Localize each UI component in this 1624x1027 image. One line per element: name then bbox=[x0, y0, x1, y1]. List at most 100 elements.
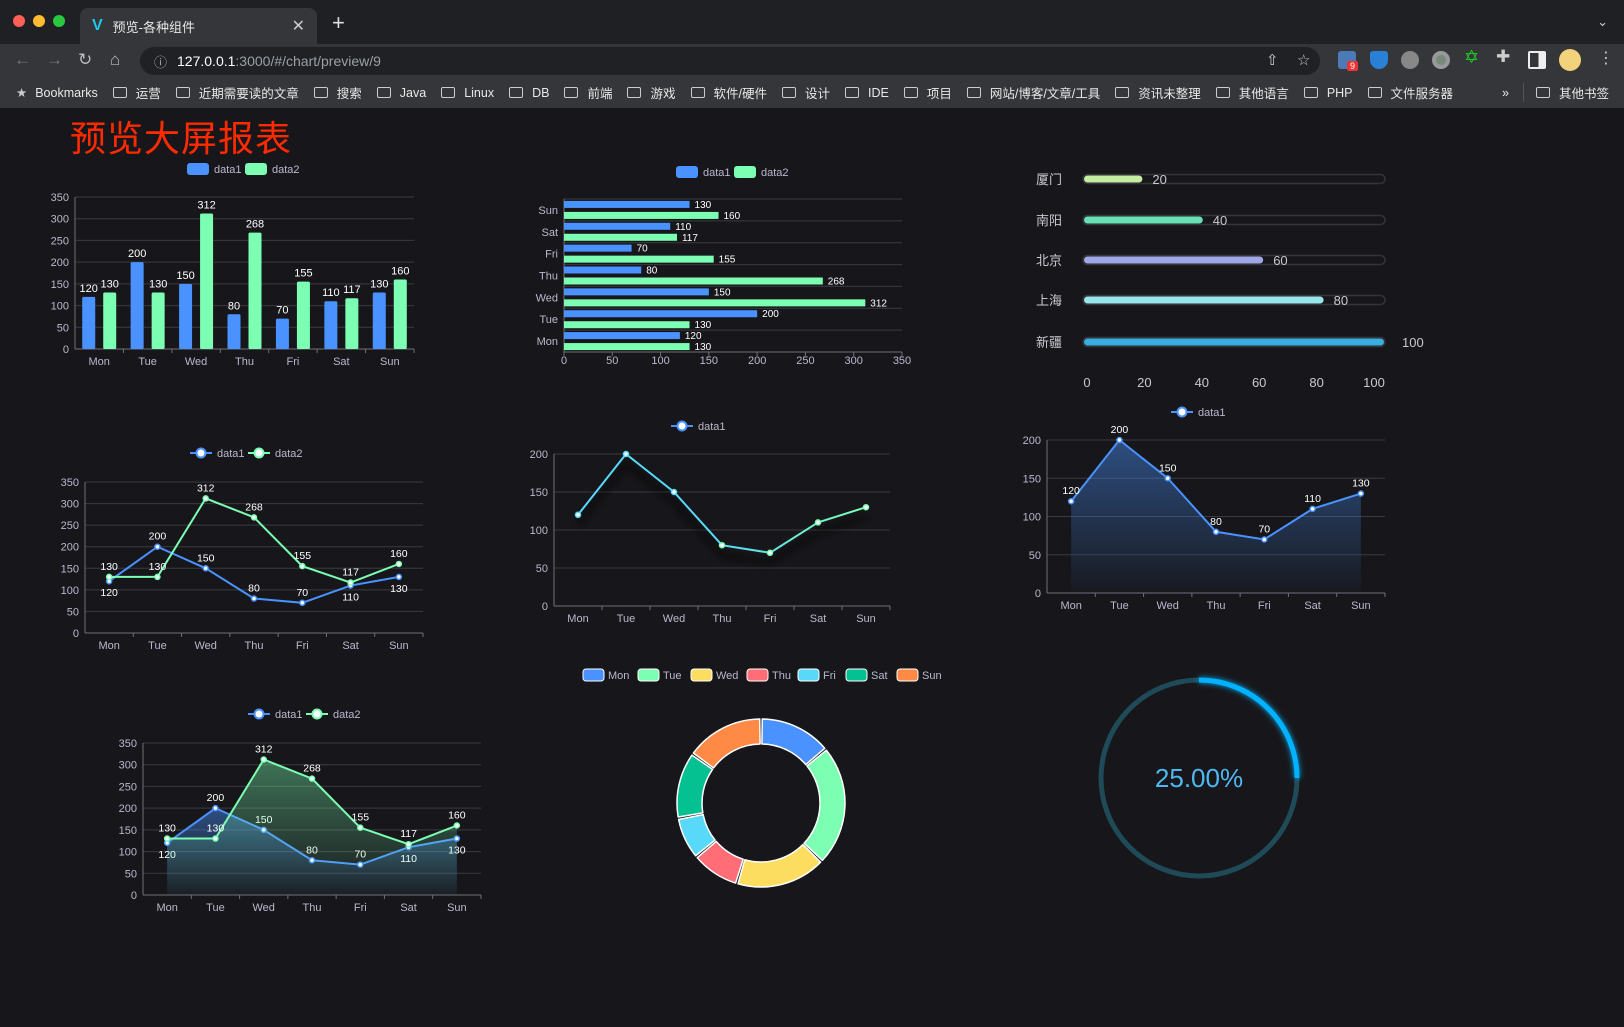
bookmark-folder[interactable]: 搜索 bbox=[313, 83, 362, 102]
minimize-window-button[interactable] bbox=[33, 15, 45, 27]
legend-marker-icon bbox=[311, 708, 323, 720]
other-bookmarks-label: 其他书签 bbox=[1558, 87, 1609, 101]
folder-icon bbox=[845, 87, 859, 98]
reload-button[interactable]: ↻ bbox=[78, 50, 93, 69]
point-value-label: 150 bbox=[197, 552, 215, 564]
bookmark-folder[interactable]: 其他语言 bbox=[1215, 83, 1289, 102]
new-tab-button[interactable]: + bbox=[332, 10, 345, 35]
y-tick-label: 350 bbox=[51, 192, 69, 204]
side-panel-icon[interactable] bbox=[1528, 51, 1546, 69]
browser-menu-icon[interactable]: ⋮ bbox=[1598, 50, 1614, 67]
close-tab-icon[interactable]: ✕ bbox=[291, 18, 305, 35]
bookmark-folder-label: Java bbox=[399, 85, 427, 100]
y-tick-label: 100 bbox=[1023, 512, 1041, 524]
x-tick-label: Sun bbox=[1351, 600, 1371, 612]
y-tick-label: 0 bbox=[131, 890, 137, 902]
bookmark-folder[interactable]: 资讯未整理 bbox=[1115, 83, 1201, 102]
area-fill bbox=[1071, 440, 1361, 593]
bar bbox=[564, 310, 758, 318]
bookmark-folder[interactable]: 网站/博客/文章/工具 bbox=[966, 83, 1100, 102]
bar-value-label: 130 bbox=[101, 279, 119, 291]
bookmark-star-icon[interactable]: ☆ bbox=[1297, 52, 1311, 69]
x-tick-label: 250 bbox=[796, 355, 814, 367]
more-bookmarks-button[interactable]: » bbox=[1502, 85, 1509, 100]
legend-swatch-icon bbox=[734, 166, 756, 178]
legend-swatch-icon bbox=[690, 668, 713, 682]
bookmark-folder[interactable]: 设计 bbox=[781, 83, 830, 102]
data-point bbox=[1261, 536, 1268, 543]
city-label: 新疆 bbox=[1036, 335, 1062, 350]
maximize-window-button[interactable] bbox=[53, 15, 65, 27]
x-tick-label: Fri bbox=[1258, 600, 1271, 612]
bookmark-folder[interactable]: 前端 bbox=[564, 83, 612, 102]
bookmark-folder[interactable]: Linux bbox=[441, 83, 494, 102]
bar-chart: data1 data2 0 50 100 150 200 250 300 350 Mon Tue Wed… bbox=[51, 163, 415, 368]
bar bbox=[151, 292, 165, 349]
bookmark-folder-label: 运营 bbox=[135, 87, 161, 101]
progress-fill bbox=[1084, 338, 1384, 346]
x-tick-label: Fri bbox=[287, 356, 300, 368]
y-tick-label: 50 bbox=[536, 563, 548, 575]
bar bbox=[564, 343, 690, 351]
legend-item-Sun: Sun bbox=[896, 668, 942, 682]
gem-extension-icon[interactable] bbox=[1370, 51, 1388, 69]
bookmark-folder[interactable]: Java bbox=[376, 83, 427, 102]
home-button[interactable]: ⌂ bbox=[110, 50, 121, 69]
bookmark-folder[interactable]: 游戏 bbox=[627, 83, 676, 102]
legend-marker-icon bbox=[676, 420, 688, 432]
legend-marker-icon bbox=[195, 447, 207, 459]
legend-swatch-icon bbox=[746, 668, 769, 682]
point-value-label: 80 bbox=[248, 582, 260, 594]
profile-avatar[interactable] bbox=[1559, 49, 1581, 71]
folder-icon bbox=[1367, 87, 1382, 98]
x-tick-label: 80 bbox=[1309, 375, 1323, 390]
site-info-icon[interactable]: ⓘ bbox=[154, 54, 168, 70]
bookmark-folder[interactable]: IDE bbox=[845, 83, 889, 102]
x-tick-label: 150 bbox=[700, 355, 718, 367]
bookmark-folder[interactable]: 项目 bbox=[903, 83, 952, 102]
donut-chart: Mon Tue Wed Thu Fri Sat Sun bbox=[582, 668, 942, 888]
back-button[interactable]: ← bbox=[14, 50, 31, 69]
point-value-label: 268 bbox=[245, 501, 263, 513]
point-value-label: 130 bbox=[100, 561, 118, 573]
extensions-puzzle-icon[interactable]: ✚ bbox=[1496, 47, 1511, 66]
circle-extension-icon[interactable] bbox=[1432, 51, 1450, 69]
bar-value-label: 130 bbox=[695, 200, 712, 211]
tab-search-chevron-icon[interactable]: ⌄ bbox=[1597, 14, 1608, 29]
folder-icon bbox=[1303, 87, 1318, 98]
y-tick-label: 150 bbox=[119, 825, 137, 837]
forward-button[interactable]: → bbox=[46, 50, 63, 69]
page-title: 预览大屏报表 bbox=[70, 118, 293, 159]
browser-tab[interactable]: V 预览-各种组件 ✕ bbox=[80, 8, 317, 44]
data-point bbox=[163, 835, 171, 842]
bookmark-folder[interactable]: 运营 bbox=[112, 83, 161, 102]
bookmark-folder[interactable]: PHP bbox=[1303, 83, 1353, 102]
star-extension-icon[interactable]: ✡ bbox=[1464, 47, 1480, 67]
gradient-line-chart: data1 0 50 100 150 200 Mon Tue Wed Thu Fri Sat Sun bbox=[530, 420, 891, 625]
donut-slice bbox=[677, 813, 716, 857]
x-tick-label: Tue bbox=[138, 356, 157, 368]
bookmark-folder[interactable]: 近期需要读的文章 bbox=[175, 83, 299, 102]
other-bookmarks-folder[interactable]: 其他书签 bbox=[1522, 83, 1609, 102]
command-extension-icon[interactable] bbox=[1401, 51, 1419, 69]
bookmark-folder-label: 文件服务器 bbox=[1390, 87, 1454, 101]
x-tick-label: Tue bbox=[1110, 600, 1129, 612]
url-input[interactable]: ⓘ 127.0.0.1:3000/#/chart/preview/9 ⇧ ☆ bbox=[140, 47, 1320, 75]
share-icon[interactable]: ⇧ bbox=[1266, 52, 1279, 69]
bar-value-label: 130 bbox=[149, 279, 167, 291]
x-tick-label: Wed bbox=[195, 640, 217, 652]
legend-label: Sun bbox=[922, 670, 942, 682]
close-window-button[interactable] bbox=[13, 15, 25, 27]
bar bbox=[372, 292, 386, 349]
bookmarks-button[interactable]: ★ Bookmarks bbox=[16, 85, 98, 101]
x-tick-label: Fri bbox=[296, 640, 309, 652]
point-value-label: 130 bbox=[207, 823, 225, 835]
bookmark-folder[interactable]: 软件/硬件 bbox=[690, 83, 767, 102]
city-label: 厦门 bbox=[1036, 172, 1062, 187]
y-tick-label: 300 bbox=[119, 760, 137, 772]
bookmark-folder[interactable]: DB bbox=[509, 83, 549, 102]
data-point bbox=[395, 560, 403, 568]
progress-track bbox=[1082, 294, 1386, 306]
area-fill bbox=[167, 759, 457, 895]
bookmark-folder[interactable]: 文件服务器 bbox=[1367, 83, 1454, 102]
